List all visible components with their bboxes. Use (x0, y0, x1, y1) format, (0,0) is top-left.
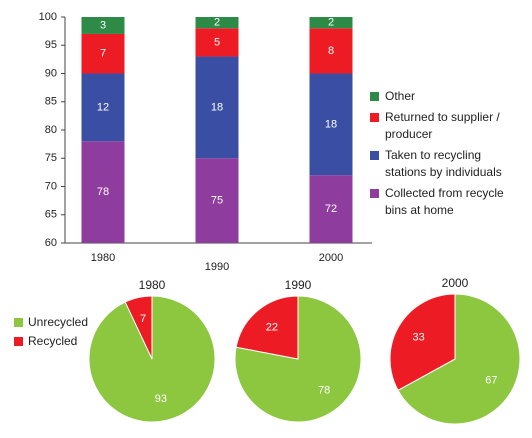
legend-swatch (370, 189, 379, 198)
bar-segment (195, 158, 239, 243)
legend-item: Returned to supplier / producer (370, 109, 520, 143)
legend-item: Collected from recycle bins at home (370, 185, 520, 219)
bar-value-label: 78 (97, 186, 109, 198)
legend-label: Taken to recycling stations by individua… (385, 148, 502, 179)
y-tick-label: 60 (45, 237, 57, 249)
bar-legend: Other Returned to supplier / producer Take… (370, 88, 520, 219)
bar-segment (81, 17, 125, 34)
pie-value-label: 7 (140, 313, 146, 325)
bar-value-label: 5 (214, 36, 220, 48)
bar-segment (81, 141, 125, 243)
pie-value-label: 33 (413, 331, 425, 343)
bar-value-label: 18 (211, 101, 223, 113)
y-tick-label: 95 (45, 39, 57, 51)
pie-slice (235, 295, 299, 360)
legend-label: Other (385, 89, 416, 103)
x-tick-label: 1980 (91, 252, 115, 264)
y-tick-label: 65 (45, 209, 57, 221)
bar-segment (309, 28, 353, 74)
bar-value-label: 7 (100, 48, 106, 60)
bar-value-label: 72 (325, 203, 337, 215)
y-tick-label: 75 (45, 152, 57, 164)
legend-label: Collected from recycle bins at home (385, 186, 504, 217)
y-tick-label: 90 (45, 67, 57, 79)
pie-value-label: 67 (485, 374, 497, 386)
bar-segment (309, 17, 353, 29)
bar-segment (81, 33, 125, 74)
pie-title: 1980 (139, 278, 166, 292)
y-tick-label: 80 (45, 124, 57, 136)
bar-value-label: 75 (211, 195, 223, 207)
pie-value-label: 22 (266, 321, 278, 333)
pie-slice (389, 293, 456, 391)
bar-value-label: 12 (97, 101, 109, 113)
legend-swatch (14, 337, 23, 346)
pie-slice (124, 295, 153, 360)
pie-value-label: 78 (318, 384, 330, 396)
bar-value-label: 2 (328, 17, 334, 29)
legend-swatch (370, 92, 379, 101)
legend-label: Returned to supplier / producer (385, 110, 500, 141)
bar-value-label: 2 (214, 17, 220, 29)
legend-swatch (370, 113, 379, 122)
pie-slice (397, 293, 521, 425)
bar-segment (195, 56, 239, 159)
bar-segment (195, 28, 239, 57)
x-tick-label: 2000 (319, 252, 343, 264)
y-tick-label: 85 (45, 96, 57, 108)
bar-segment (309, 73, 353, 176)
legend-swatch (14, 318, 23, 327)
pie-value-label: 93 (155, 393, 167, 405)
pie-title: 1990 (285, 278, 312, 292)
y-tick-label: 100 (39, 11, 57, 23)
bar-segment (195, 17, 239, 29)
bar-segment (309, 175, 353, 243)
legend-swatch (370, 151, 379, 160)
legend-label: Unrecycled (28, 315, 88, 329)
pie-title: 2000 (442, 276, 469, 290)
bar-value-label: 3 (100, 19, 106, 31)
x-tick-label: 1990 (205, 261, 229, 273)
bar-value-label: 18 (325, 118, 337, 130)
bar-segment (81, 73, 125, 142)
bar-value-label: 8 (328, 45, 334, 57)
y-tick-label: 70 (45, 180, 57, 192)
legend-item: Other (370, 88, 520, 105)
legend-item: Taken to recycling stations by individua… (370, 147, 520, 181)
legend-label: Recycled (28, 334, 77, 348)
